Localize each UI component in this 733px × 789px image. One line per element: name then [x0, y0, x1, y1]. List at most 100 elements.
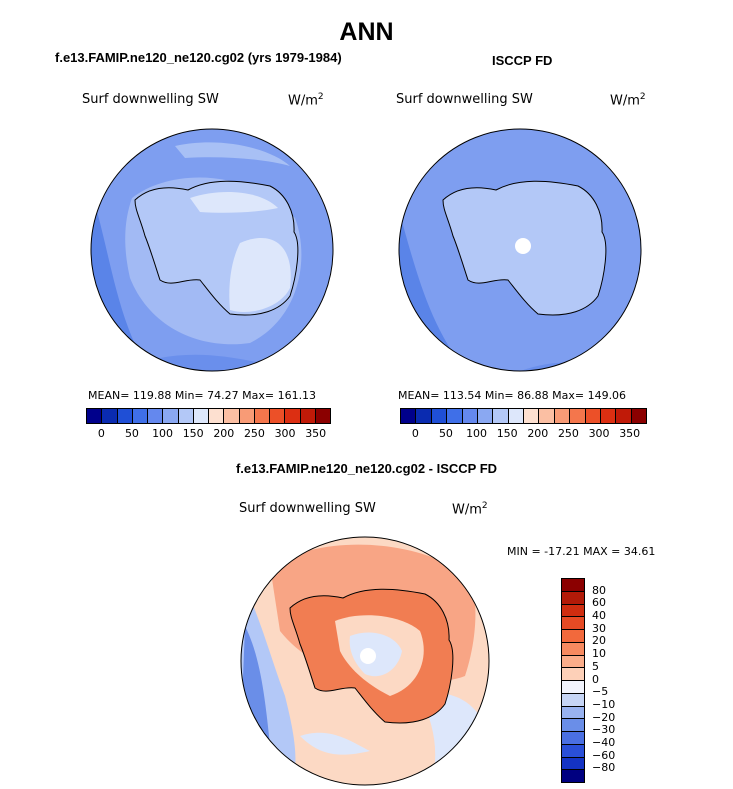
panel3-title: f.e13.FAMIP.ne120_ne120.cg02 - ISCCP FD [235, 461, 498, 476]
colorbar-swatch [416, 409, 432, 423]
colorbar-tick-label: 5 [592, 659, 599, 673]
colorbar-swatch [539, 409, 555, 423]
panel2-variable-label: Surf downwelling SW [396, 92, 533, 107]
panel3-stats: MIN = -17.21 MAX = 34.61 [507, 545, 656, 558]
colorbar-tick-label: −80 [592, 761, 616, 775]
panel3-polar-map [240, 536, 490, 786]
colorbar-tick-label: 20 [592, 634, 606, 648]
colorbar-swatch [562, 591, 584, 605]
colorbar-swatch [562, 732, 584, 745]
colorbar-swatch [562, 630, 584, 643]
colorbar-tick-label: −60 [592, 748, 616, 762]
colorbar-swatch [562, 706, 584, 720]
colorbar-tick-label: 300 [588, 427, 610, 440]
colorbar-swatch [431, 409, 448, 423]
colorbar-swatch [178, 409, 194, 423]
colorbar-swatch [300, 409, 316, 423]
panel1-title: f.e13.FAMIP.ne120_ne120.cg02 (yrs 1979-1… [55, 50, 342, 65]
colorbar-swatch [163, 409, 179, 423]
colorbar-swatch [493, 409, 509, 423]
colorbar-swatch [447, 409, 463, 423]
colorbar-tick-label: 200 [527, 427, 549, 440]
panel1-polar-map [90, 128, 334, 372]
colorbar-tick-label: 150 [496, 427, 518, 440]
panel1-colorbar-ticks: 0 50 100 150 200 250 300 350 [86, 427, 331, 441]
panel1-colorbar [86, 408, 331, 424]
colorbar-swatch [562, 617, 584, 630]
colorbar-swatch [102, 409, 118, 423]
panel1-variable-label: Surf downwelling SW [82, 92, 219, 107]
colorbar-tick-label: 300 [274, 427, 296, 440]
colorbar-swatch [477, 409, 494, 423]
panel2-units-label: W/m2 [610, 92, 646, 109]
colorbar-tick-label: −40 [592, 735, 616, 749]
panel1-east-high [229, 238, 291, 312]
colorbar-swatch [524, 409, 540, 423]
colorbar-swatch [562, 757, 584, 771]
colorbar-swatch [562, 744, 584, 758]
colorbar-swatch [562, 655, 584, 669]
panel1-stats: MEAN= 119.88 Min= 74.27 Max= 161.13 [88, 389, 317, 402]
colorbar-tick-label: 50 [124, 427, 139, 440]
colorbar-tick-label: 350 [619, 427, 641, 440]
panel1-units-label: W/m2 [288, 92, 324, 109]
panel2-colorbar [400, 408, 647, 424]
colorbar-swatch [562, 642, 584, 656]
colorbar-swatch [508, 409, 524, 423]
colorbar-swatch [562, 668, 584, 681]
panel2-colorbar-ticks: 0 50 100 150 200 250 300 350 [400, 427, 645, 441]
colorbar-swatch [562, 681, 584, 694]
colorbar-swatch [148, 409, 164, 423]
colorbar-swatch [285, 409, 301, 423]
colorbar-tick-label: 0 [411, 427, 419, 440]
panel2-missing-data-hole [515, 238, 531, 254]
colorbar-swatch [132, 409, 148, 423]
colorbar-swatch [401, 409, 417, 423]
colorbar-tick-label: 0 [97, 427, 105, 440]
colorbar-swatch [562, 693, 584, 707]
colorbar-swatch [270, 409, 286, 423]
panel3-missing-data-hole [360, 648, 376, 664]
colorbar-tick-label: 10 [592, 647, 606, 661]
colorbar-swatch [631, 409, 646, 423]
colorbar-swatch [239, 409, 255, 423]
panel2-title: ISCCP FD [492, 53, 553, 68]
panel1-low-sw-north [150, 354, 300, 371]
colorbar-tick-label: 350 [305, 427, 327, 440]
panel1-plateau-high [190, 192, 278, 213]
colorbar-tick-label: −30 [592, 723, 616, 737]
panel1-pale-arc [175, 142, 290, 166]
colorbar-tick-label: 50 [438, 427, 453, 440]
colorbar-tick-label: −10 [592, 697, 616, 711]
colorbar-tick-label: 200 [213, 427, 235, 440]
colorbar-swatch [87, 409, 103, 423]
colorbar-swatch [616, 409, 632, 423]
colorbar-tick-label: 250 [243, 427, 265, 440]
colorbar-swatch [315, 409, 330, 423]
colorbar-swatch [562, 770, 584, 782]
colorbar-tick-label: 80 [592, 583, 606, 597]
colorbar-swatch [554, 409, 571, 423]
colorbar-swatch [562, 604, 584, 618]
colorbar-tick-label: 60 [592, 596, 606, 610]
figure-title: ANN [339, 18, 394, 46]
colorbar-tick-label: 150 [182, 427, 204, 440]
colorbar-swatch [224, 409, 240, 423]
colorbar-tick-label: 100 [152, 427, 174, 440]
colorbar-tick-label: 100 [466, 427, 488, 440]
colorbar-swatch [562, 579, 584, 592]
panel3-variable-label: Surf downwelling SW [239, 501, 376, 516]
colorbar-swatch [600, 409, 617, 423]
colorbar-swatch [462, 409, 478, 423]
panel3-colorbar-ticks: 80 60 40 30 20 10 5 0 −5 −10 −20 −30 −40 −60 −80 [592, 578, 632, 781]
colorbar-swatch [193, 409, 209, 423]
panel2-stats: MEAN= 113.54 Min= 86.88 Max= 149.06 [398, 389, 627, 402]
colorbar-swatch [585, 409, 601, 423]
colorbar-swatch [570, 409, 586, 423]
colorbar-tick-label: 0 [592, 672, 599, 686]
colorbar-tick-label: −5 [592, 685, 609, 699]
colorbar-tick-label: 40 [592, 609, 606, 623]
panel3-units-label: W/m2 [452, 501, 488, 518]
colorbar-swatch [209, 409, 225, 423]
panel3-near-zero-north [300, 732, 370, 755]
